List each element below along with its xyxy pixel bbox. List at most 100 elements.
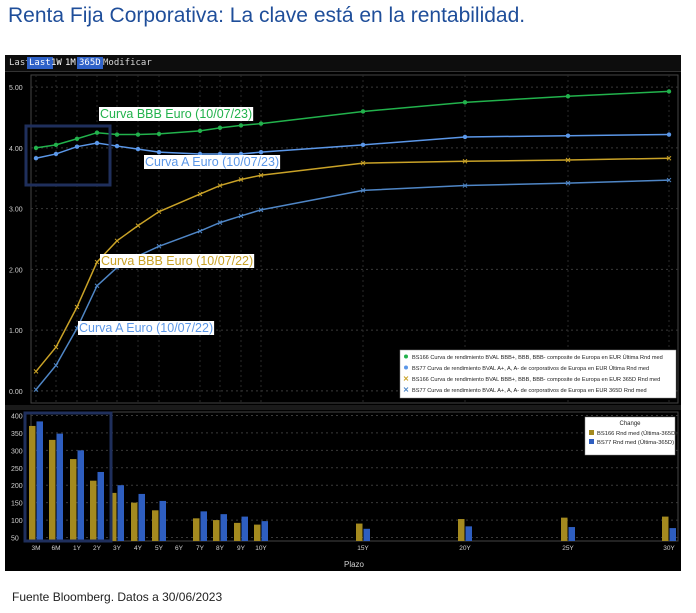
curve-annotation-3: Curva BBB Euro (10/07/22) xyxy=(101,254,253,268)
series-2-point xyxy=(565,133,571,138)
change-bar-a xyxy=(77,450,84,541)
series-2-point xyxy=(258,149,264,155)
x-tick-label: 8Y xyxy=(216,545,225,552)
change-bar-a xyxy=(97,471,104,541)
page-title: Renta Fija Corporativa: La clave está en… xyxy=(8,4,526,27)
x-tick-label: 10Y xyxy=(255,545,267,552)
change-bar-a xyxy=(669,528,676,541)
change-bar-a xyxy=(465,526,472,541)
chart-toolbar: Last Last 1W 1M 365D Modificar xyxy=(5,55,681,72)
x-tick-label: 1Y xyxy=(73,545,82,552)
series-1-point xyxy=(462,100,468,105)
lower-legend-title: Change xyxy=(619,421,641,427)
series-4-point xyxy=(217,220,223,225)
x-tick-label: 15Y xyxy=(357,545,369,552)
series-2-point xyxy=(135,146,141,152)
toolbar-365d-tab[interactable]: 365D xyxy=(77,57,103,69)
upper-y-tick-label: 3.00 xyxy=(9,207,23,214)
x-tick-label: 30Y xyxy=(663,545,675,552)
change-bar-a xyxy=(138,493,145,541)
x-tick-label: 5Y xyxy=(155,545,164,552)
upper-plot-area xyxy=(30,74,679,404)
upper-y-tick-label: 1.00 xyxy=(9,328,23,335)
x-tick-label: 2Y xyxy=(93,545,102,552)
change-bar-bbb xyxy=(213,520,220,541)
series-3-point xyxy=(360,160,366,166)
series-2-point xyxy=(156,149,162,155)
curve-annotation-1: Curva BBB Euro (10/07/23) xyxy=(100,107,252,121)
lower-legend-swatch xyxy=(589,439,594,444)
series-4-point xyxy=(94,283,100,289)
series-1-point xyxy=(74,136,80,141)
series-1-point xyxy=(258,121,264,126)
series-3-point xyxy=(94,259,100,265)
series-1-point xyxy=(53,142,59,148)
change-bar-bbb xyxy=(90,480,97,541)
toolbar-1w-tab[interactable]: 1W xyxy=(51,58,62,68)
bloomberg-chart-panel: Last Last 1W 1M 365D Modificar 0.00 1.00 2… xyxy=(5,55,681,571)
x-tick-label: 4Y xyxy=(134,545,143,552)
change-bar-a xyxy=(568,527,575,541)
lower-legend-entry: BS77 Rnd med (Última-365D) xyxy=(597,439,674,446)
change-bar-bbb xyxy=(131,502,138,541)
series-3-point xyxy=(565,157,571,163)
annotation-background xyxy=(99,107,254,121)
toolbar-last-tab[interactable]: Last xyxy=(27,57,53,69)
x-tick-label: 3M xyxy=(31,545,40,552)
lower-y-tick-label: 50 xyxy=(11,536,19,543)
change-bar-a xyxy=(56,433,63,541)
lower-y-tick-label: 350 xyxy=(11,431,23,438)
series-3-point xyxy=(33,369,39,374)
series-1-point xyxy=(94,130,100,135)
series-3-point xyxy=(74,304,80,310)
series-3-point xyxy=(217,183,223,188)
upper-legend-box xyxy=(399,349,677,399)
lower-legend-swatch xyxy=(589,430,594,435)
change-bar-a xyxy=(117,485,124,541)
series-2-point xyxy=(74,144,80,149)
toolbar-modify-button[interactable]: Modificar xyxy=(103,58,152,68)
upper-y-tick-label: 4.00 xyxy=(9,146,23,153)
change-bar-bbb xyxy=(193,518,200,541)
series-1-point xyxy=(33,145,39,151)
series-4-point xyxy=(462,183,468,188)
series-2-point xyxy=(114,143,120,149)
toolbar-1m-tab[interactable]: 1M xyxy=(65,58,76,68)
series-3-point xyxy=(114,238,120,244)
x-tick-label: 3Y xyxy=(113,545,122,552)
change-bar-bbb xyxy=(152,510,159,541)
series-1-point xyxy=(666,89,672,94)
series-1-point xyxy=(114,132,120,137)
x-tick-label: 7Y xyxy=(196,545,205,552)
change-bar-a xyxy=(220,514,227,541)
series-2-point xyxy=(94,140,100,146)
series-4-point xyxy=(33,387,39,392)
x-tick-label: 9Y xyxy=(237,545,246,552)
change-bar-bbb xyxy=(561,517,568,541)
x-tick-label: 6Y xyxy=(175,545,184,552)
series-3-point xyxy=(462,158,468,164)
upper-legend-entry: BS166 Curva de rendimiento BVAL BBB+, BB… xyxy=(412,377,660,383)
upper-y-tick-label: 2.00 xyxy=(9,267,23,274)
legend-marker xyxy=(404,365,408,370)
series-1-point xyxy=(197,128,203,134)
annotation-background xyxy=(78,321,215,335)
series-1-point xyxy=(238,123,244,128)
x-tick-label: 25Y xyxy=(562,545,574,552)
highlight-box-upper xyxy=(24,124,112,187)
lower-y-tick-label: 250 xyxy=(11,466,23,473)
series-3-point xyxy=(53,344,59,350)
upper-y-tick-label: 5.00 xyxy=(9,85,23,92)
change-bar-bbb xyxy=(49,439,56,541)
lower-y-tick-label: 200 xyxy=(11,483,23,490)
annotation-background xyxy=(100,254,255,268)
legend-marker xyxy=(403,387,409,392)
series-2-point xyxy=(462,134,468,140)
legend-marker xyxy=(404,354,408,359)
toolbar-last-label: Last xyxy=(9,58,31,68)
series-1-point xyxy=(135,132,141,137)
series-4-point xyxy=(565,180,571,186)
lower-y-tick-label: 300 xyxy=(11,448,23,455)
curve-annotation-2: Curva A Euro (10/07/23) xyxy=(145,155,279,169)
series-4-point xyxy=(197,228,203,234)
